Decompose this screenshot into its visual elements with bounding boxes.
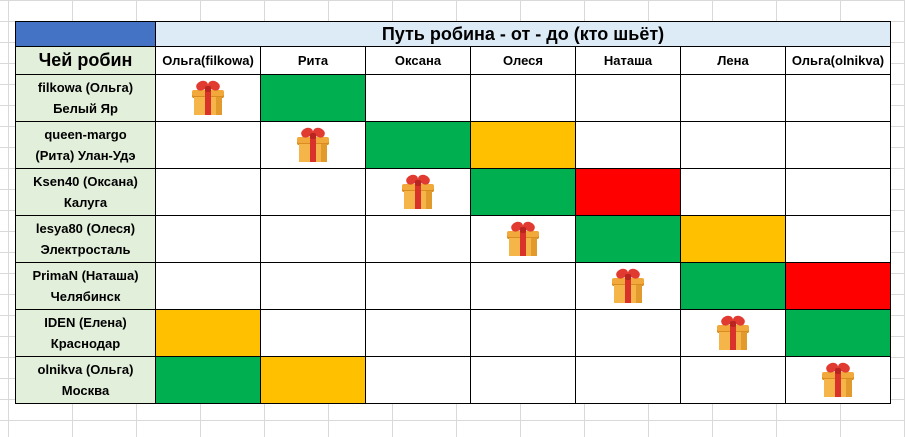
table-title[interactable]: Путь робина - от - до (кто шьёт) <box>155 21 891 47</box>
column-header[interactable]: Рита <box>260 46 366 75</box>
empty-cell[interactable] <box>260 168 366 216</box>
status-cell-green[interactable] <box>680 262 786 310</box>
empty-cell[interactable] <box>470 309 576 357</box>
row-owner-cell[interactable]: PrimaN (Наташа) Челябинск <box>15 262 156 310</box>
row-owner-cell[interactable]: olnikva (Ольга) Москва <box>15 356 156 404</box>
status-cell-green[interactable] <box>575 215 681 263</box>
empty-cell[interactable] <box>470 356 576 404</box>
gift-cell[interactable] <box>155 74 261 122</box>
empty-cell[interactable] <box>785 215 891 263</box>
gift-icon <box>401 173 435 210</box>
empty-cell[interactable] <box>575 74 681 122</box>
column-header[interactable]: Лена <box>680 46 786 75</box>
empty-cell[interactable] <box>470 74 576 122</box>
gift-icon <box>296 126 330 163</box>
row-owner-cell[interactable]: filkowa (Ольга) Белый Яр <box>15 74 156 122</box>
status-cell-green[interactable] <box>365 121 471 169</box>
status-cell-yellow[interactable] <box>680 215 786 263</box>
empty-cell[interactable] <box>155 262 261 310</box>
gift-cell[interactable] <box>365 168 471 216</box>
empty-cell[interactable] <box>155 215 261 263</box>
column-header[interactable]: Ольга(olnikva) <box>785 46 891 75</box>
status-cell-red[interactable] <box>575 168 681 216</box>
empty-cell[interactable] <box>785 74 891 122</box>
empty-cell[interactable] <box>365 74 471 122</box>
empty-cell[interactable] <box>785 121 891 169</box>
empty-cell[interactable] <box>260 262 366 310</box>
empty-cell[interactable] <box>680 121 786 169</box>
row-owner-nick: IDEN (Елена) <box>44 315 127 330</box>
row-owner-city: Москва <box>61 383 110 398</box>
column-header[interactable]: Наташа <box>575 46 681 75</box>
gift-cell[interactable] <box>575 262 681 310</box>
gift-icon <box>191 79 225 116</box>
empty-cell[interactable] <box>155 121 261 169</box>
empty-cell[interactable] <box>155 168 261 216</box>
gift-cell[interactable] <box>260 121 366 169</box>
row-owner-cell[interactable]: IDEN (Елена) Краснодар <box>15 309 156 357</box>
row-owner-nick: PrimaN (Наташа) <box>32 268 139 283</box>
gift-icon <box>716 314 750 351</box>
empty-cell[interactable] <box>260 215 366 263</box>
gift-cell[interactable] <box>470 215 576 263</box>
status-cell-green[interactable] <box>785 309 891 357</box>
empty-cell[interactable] <box>680 356 786 404</box>
column-header[interactable]: Оксана <box>365 46 471 75</box>
row-owner-city: (Рита) Улан-Удэ <box>35 148 136 163</box>
status-cell-yellow[interactable] <box>260 356 366 404</box>
gift-cell[interactable] <box>680 309 786 357</box>
table-row: IDEN (Елена) Краснодар <box>15 309 891 357</box>
empty-cell[interactable] <box>785 168 891 216</box>
row-owner-city: Калуга <box>63 195 108 210</box>
row-owner-city: Челябинск <box>50 289 121 304</box>
status-cell-green[interactable] <box>155 356 261 404</box>
row-owner-cell[interactable]: lesya80 (Олеся) Электросталь <box>15 215 156 263</box>
gift-icon <box>611 267 645 304</box>
table-row: queen-margo (Рита) Улан-Удэ <box>15 121 891 169</box>
row-owner-nick: olnikva (Ольга) <box>37 362 134 377</box>
status-cell-red[interactable] <box>785 262 891 310</box>
corner-cell[interactable] <box>15 21 156 47</box>
table-row: Ksen40 (Оксана) Калуга <box>15 168 891 216</box>
row-owner-cell[interactable]: queen-margo (Рита) Улан-Удэ <box>15 121 156 169</box>
empty-cell[interactable] <box>680 168 786 216</box>
table-row: filkowa (Ольга) Белый Яр <box>15 74 891 122</box>
empty-cell[interactable] <box>575 309 681 357</box>
row-owner-city: Электросталь <box>40 242 131 257</box>
gift-cell[interactable] <box>785 356 891 404</box>
empty-cell[interactable] <box>260 309 366 357</box>
empty-cell[interactable] <box>575 121 681 169</box>
empty-cell[interactable] <box>365 262 471 310</box>
column-header[interactable]: Олеся <box>470 46 576 75</box>
table-row: lesya80 (Олеся) Электросталь <box>15 215 891 263</box>
row-owner-nick: queen-margo <box>44 127 127 142</box>
robin-table: Путь робина - от - до (кто шьёт) Чей роб… <box>15 21 891 404</box>
row-owner-city: Белый Яр <box>53 101 118 116</box>
column-header[interactable]: Ольга(filkowa) <box>155 46 261 75</box>
row-owner-city: Краснодар <box>50 336 121 351</box>
empty-cell[interactable] <box>365 309 471 357</box>
empty-cell[interactable] <box>575 356 681 404</box>
table-row: PrimaN (Наташа) Челябинск <box>15 262 891 310</box>
status-cell-yellow[interactable] <box>470 121 576 169</box>
owner-header[interactable]: Чей робин <box>15 46 156 75</box>
table-row: olnikva (Ольга) Москва <box>15 356 891 404</box>
empty-cell[interactable] <box>365 356 471 404</box>
status-cell-green[interactable] <box>470 168 576 216</box>
empty-cell[interactable] <box>470 262 576 310</box>
status-cell-green[interactable] <box>260 74 366 122</box>
row-owner-nick: Ksen40 (Оксана) <box>33 174 138 189</box>
row-owner-nick: filkowa (Ольга) <box>37 80 134 95</box>
row-owner-cell[interactable]: Ksen40 (Оксана) Калуга <box>15 168 156 216</box>
gift-icon <box>821 361 855 398</box>
empty-cell[interactable] <box>680 74 786 122</box>
status-cell-yellow[interactable] <box>155 309 261 357</box>
row-owner-nick: lesya80 (Олеся) <box>35 221 136 236</box>
empty-cell[interactable] <box>365 215 471 263</box>
gift-icon <box>506 220 540 257</box>
